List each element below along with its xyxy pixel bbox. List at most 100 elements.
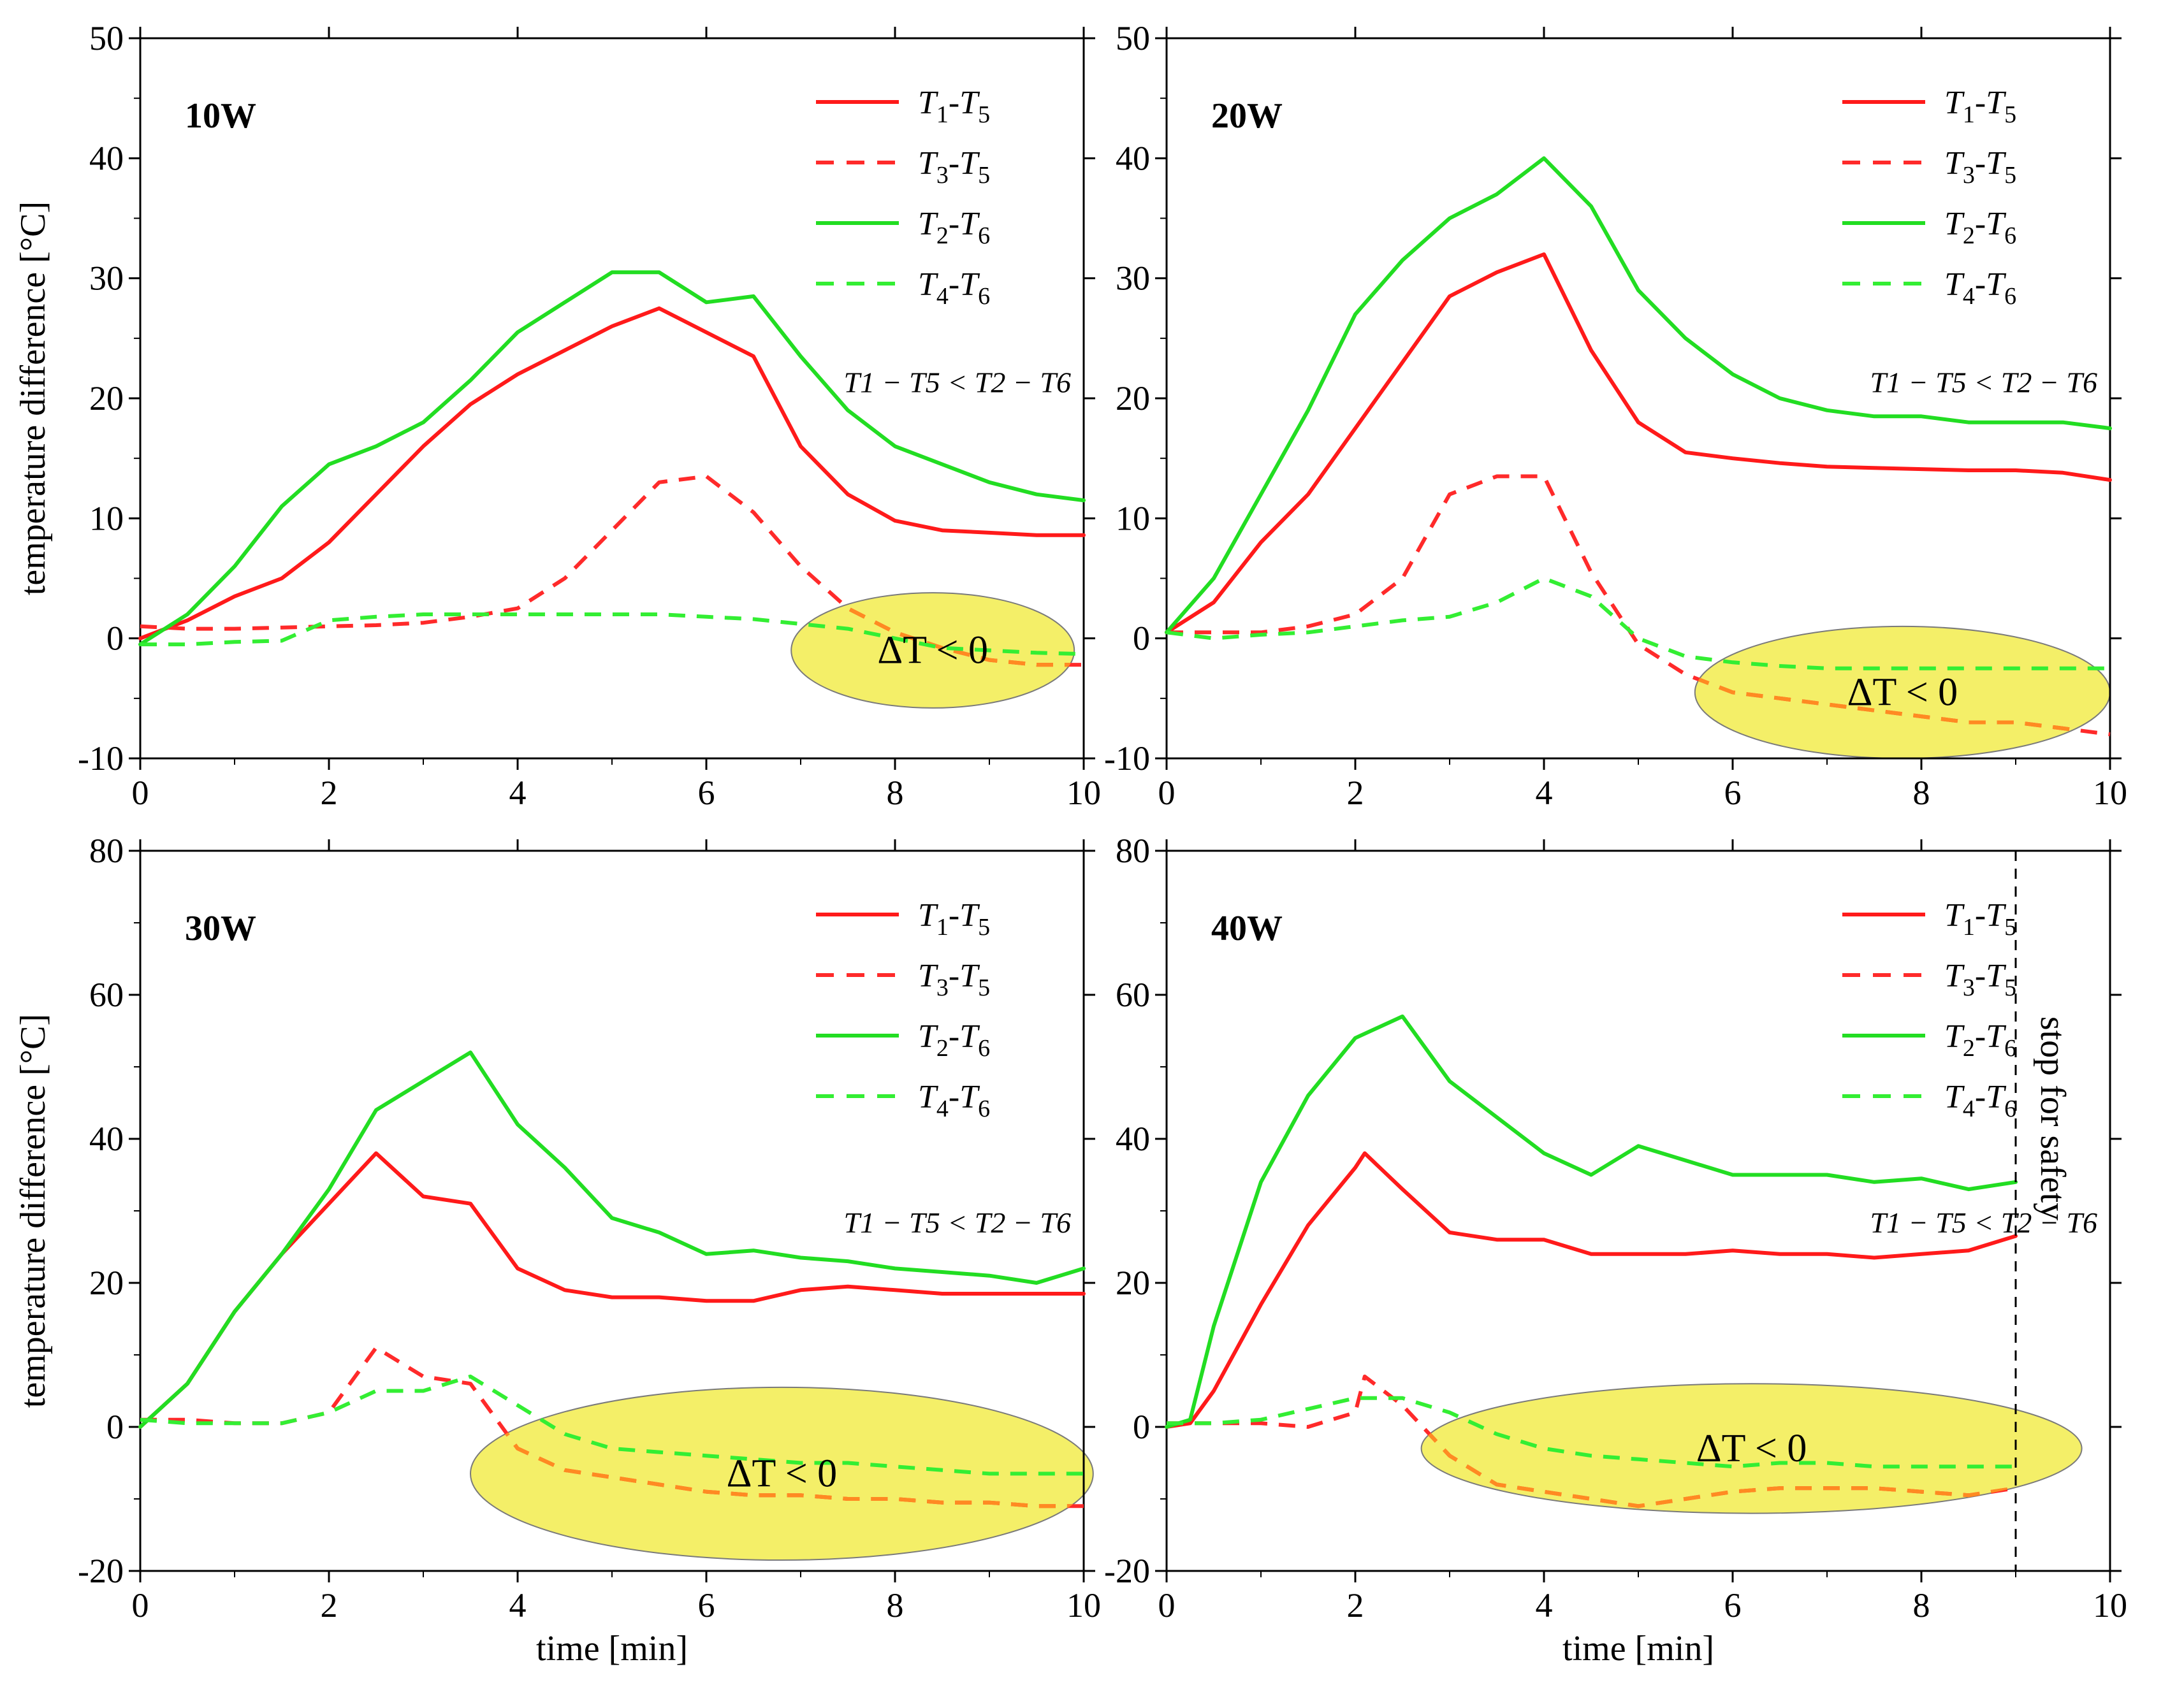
power-label: 20W (1211, 96, 1283, 136)
legend-t1: T (918, 897, 938, 934)
delta-annotation: ΔT < 0 (1847, 670, 1958, 714)
series-line-t1-t5 (138, 1151, 1086, 1429)
legend-sub1: 2 (1963, 1035, 1975, 1062)
legend-t2: T (959, 897, 980, 934)
y-tick-label: 50 (1116, 19, 1150, 57)
x-tick-label: 10 (1067, 1586, 1101, 1624)
legend-sub2: 5 (978, 162, 990, 189)
legend-sub2: 6 (978, 283, 990, 310)
legend-t1: T (1944, 145, 1965, 182)
y-tick-label: 10 (1116, 499, 1150, 537)
x-tick-label: 2 (1347, 774, 1364, 812)
legend-t1: T (918, 958, 938, 994)
x-tick-label: 10 (1067, 774, 1101, 812)
legend-t2: T (1986, 897, 2006, 934)
legend-t1: T (1944, 266, 1965, 303)
y-tick-label: 10 (89, 499, 124, 537)
delta-annotation: ΔT < 0 (1696, 1427, 1807, 1470)
delta-annotation: ΔT < 0 (877, 629, 988, 672)
legend-sub1: 4 (936, 1096, 949, 1122)
y-tick-label: 20 (1116, 1264, 1150, 1302)
legend-entry-t2-t6: T2-T6 (1944, 206, 2016, 249)
x-tick-label: 6 (1724, 1586, 1742, 1624)
delta-annotation: ΔT < 0 (727, 1452, 838, 1495)
x-tick-label: 10 (2093, 1586, 2127, 1624)
legend-t2: T (1986, 266, 2006, 303)
legend-t2: T (1986, 958, 2006, 994)
power-label: 40W (1211, 909, 1283, 948)
series-line-t4-t6 (140, 612, 1084, 656)
legend-dash: - (1975, 266, 1986, 303)
x-axis-label: time [min] (536, 1629, 688, 1668)
y-tick-label: 30 (1116, 259, 1150, 298)
series-line-t4-t6 (1167, 1396, 2016, 1469)
legend-t1: T (1944, 1079, 1965, 1115)
legend-dash: - (949, 266, 959, 303)
legend-sub2: 5 (978, 974, 990, 1001)
legend-t2: T (1986, 206, 2006, 242)
legend-t1: T (918, 1079, 938, 1115)
legend-entry-t1-t5: T1-T5 (1944, 85, 2016, 128)
legend-sub1: 2 (936, 222, 949, 249)
y-tick-label: 0 (1133, 619, 1150, 658)
x-tick-label: 0 (132, 774, 149, 812)
legend-t1: T (1944, 958, 1965, 994)
x-tick-label: 2 (321, 774, 338, 812)
legend-sub2: 5 (2004, 162, 2016, 189)
series-overlap-t3-t5 (1694, 626, 2110, 737)
x-tick-label: 10 (2093, 774, 2127, 812)
x-tick-label: 8 (1913, 1586, 1930, 1624)
y-tick-label: 40 (1116, 139, 1150, 177)
legend-sub2: 5 (2004, 914, 2016, 941)
legend-sub1: 4 (1963, 283, 1975, 310)
y-tick-label: 0 (106, 619, 124, 658)
series-line-t1-t5 (138, 306, 1086, 640)
legend-entry-t3-t5: T3-T5 (918, 958, 990, 1001)
y-axis-label: temperature difference [°C] (13, 1014, 53, 1408)
y-axis-label: temperature difference [°C] (13, 201, 53, 595)
legend-dash: - (949, 206, 959, 242)
legend-sub2: 5 (2004, 101, 2016, 128)
y-tick-label: 30 (89, 259, 124, 298)
legend-dash: - (1975, 1018, 1986, 1055)
series-line-t1-t5 (1165, 252, 2112, 635)
legend-sub2: 6 (978, 222, 990, 249)
y-tick-label: 40 (89, 139, 124, 177)
legend-entry-t3-t5: T3-T5 (1944, 958, 2016, 1001)
legend-dash: - (949, 145, 959, 182)
legend-t2: T (1986, 145, 2006, 182)
legend-sub2: 6 (2004, 283, 2016, 310)
legend-entry-t4-t6: T4-T6 (1944, 266, 2016, 310)
series-line-t2-t6 (138, 270, 1086, 647)
legend-t2: T (959, 1018, 980, 1055)
y-tick-label: 60 (89, 976, 124, 1014)
y-tick-label: 20 (89, 1264, 124, 1302)
series-line-t2-t6 (138, 1050, 1086, 1429)
legend-sub2: 6 (2004, 222, 2016, 249)
legend-dash: - (1975, 85, 1986, 121)
legend-sub1: 1 (936, 914, 949, 941)
legend-t1: T (1944, 85, 1965, 121)
legend-sub1: 4 (1963, 1096, 1975, 1122)
y-tick-label: -10 (1104, 739, 1150, 777)
legend-sub1: 3 (936, 974, 949, 1001)
y-tick-label: 0 (1133, 1408, 1150, 1446)
legend-dash: - (1975, 958, 1986, 994)
series-line-t4-t6 (1166, 576, 2110, 670)
legend-t2: T (959, 1079, 980, 1115)
legend-t1: T (1944, 1018, 1965, 1055)
legend-t2: T (1986, 85, 2006, 121)
x-tick-label: 2 (1347, 1586, 1364, 1624)
y-tick-label: 20 (1116, 379, 1150, 417)
legend-t2: T (1986, 1079, 2006, 1115)
x-tick-label: 6 (1724, 774, 1742, 812)
highlight-ellipse (470, 1386, 1094, 1561)
y-tick-label: 80 (1116, 832, 1150, 870)
legend-t1: T (918, 85, 938, 121)
inequality-annotation: T1 − T5 < T2 − T6 (844, 1206, 1071, 1239)
y-tick-label: 60 (1116, 976, 1150, 1014)
